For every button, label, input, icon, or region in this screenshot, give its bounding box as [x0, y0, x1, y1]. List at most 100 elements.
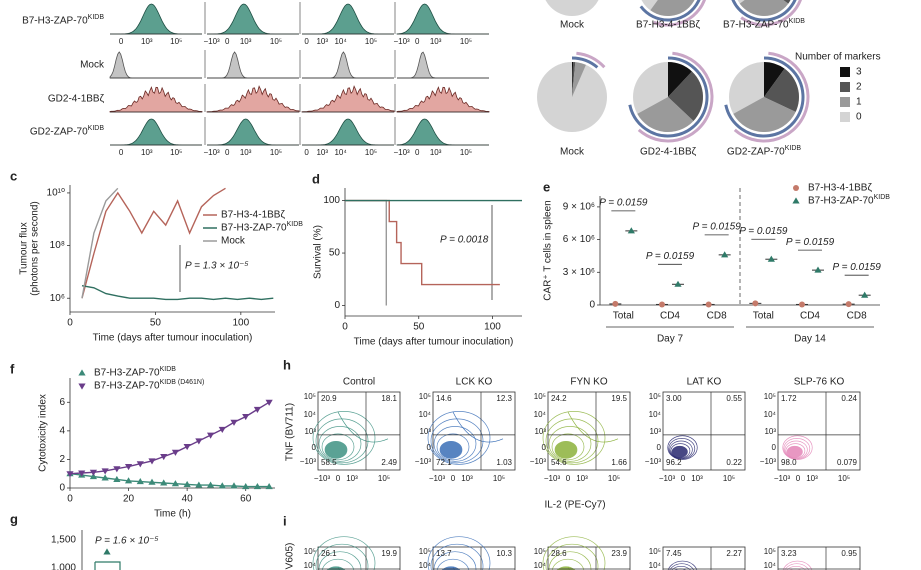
pie-wedge — [650, 0, 695, 16]
x-tick-label: 20 — [123, 494, 135, 505]
x-tick-label: 0 — [415, 37, 420, 46]
y-tick-label: 10⁴ — [649, 410, 662, 419]
group-label: Day 7 — [657, 334, 684, 345]
y-tick-label: 6 — [59, 397, 65, 408]
y-tick-label: 10⁵ — [649, 547, 661, 556]
pie-wedge — [668, 71, 703, 121]
x-tick-label: 50 — [413, 322, 425, 333]
x-tick-label: 0 — [451, 474, 456, 483]
quadrant-value: 2.27 — [726, 549, 742, 558]
marker — [183, 444, 191, 451]
x-axis-label: Time (days after tumour inoculation) — [93, 333, 253, 344]
quadrant-value: 54.6 — [551, 458, 567, 467]
p-value: P = 0.0159 — [599, 198, 648, 209]
x-tick-label: CD8 — [847, 311, 867, 322]
contour — [321, 558, 355, 570]
x-tick-label: 10⁵ — [270, 148, 282, 157]
point — [103, 548, 111, 555]
marker — [148, 458, 156, 465]
contour — [436, 433, 470, 461]
x-tick-label: 50 — [150, 318, 162, 329]
pie-wedge — [572, 62, 576, 97]
y-tick-label: 10⁸ — [50, 240, 65, 251]
flow-plot — [777, 546, 861, 570]
x-tick-label: 10³ — [141, 148, 153, 157]
legend-swatch — [840, 112, 850, 122]
legend-label: 2 — [856, 82, 862, 93]
x-tick-label: −10³ — [203, 37, 220, 46]
x-tick-label: CD4 — [800, 311, 820, 322]
quadrant-value: 72.1 — [436, 458, 452, 467]
y-tick-label: 9 × 10⁶ — [563, 202, 595, 213]
marker — [136, 461, 144, 468]
plot-title: Control — [343, 377, 375, 388]
plot-frame — [317, 546, 401, 570]
plot-frame — [662, 391, 746, 471]
marker — [78, 470, 86, 477]
plot-frame — [777, 391, 861, 471]
x-tick-label: 0 — [566, 474, 571, 483]
contour — [784, 563, 810, 570]
pie-wedge — [733, 97, 796, 132]
quadrant-value: 23.9 — [611, 549, 627, 558]
x-tick-label: 10⁵ — [493, 474, 505, 483]
contour — [669, 440, 693, 459]
p-value: P = 0.0159 — [833, 262, 882, 273]
x-tick-label: 100 — [484, 322, 501, 333]
y-tick-label: 0 — [589, 300, 595, 311]
histogram — [206, 85, 300, 113]
contour — [785, 443, 806, 459]
x-tick-label: 10⁴ — [334, 37, 347, 46]
plot-title: SLP-76 KO — [794, 377, 845, 388]
contour — [551, 433, 585, 461]
pie-arc — [740, 0, 802, 27]
contour — [668, 437, 696, 460]
y-tick-label: 1,000 — [51, 563, 76, 570]
y-tick-label: 0 — [542, 443, 547, 452]
x-tick-label: Total — [613, 311, 634, 322]
plot-frame — [317, 391, 401, 471]
y-tick-label: −10³ — [415, 457, 432, 466]
quadrant-value: 3.23 — [781, 549, 797, 558]
y-tick-label: 10³ — [764, 427, 776, 436]
x-tick-label: 10³ — [316, 148, 328, 157]
contour — [671, 565, 691, 570]
contour — [782, 435, 813, 460]
marker — [253, 482, 262, 490]
x-tick-label: 0 — [225, 37, 230, 46]
x-tick-label: −10³ — [203, 148, 220, 157]
y-tick-label: −10³ — [760, 457, 777, 466]
y-tick-label: 10⁴ — [304, 410, 317, 419]
y-tick-label: 100 — [323, 195, 340, 206]
p-value: P = 0.0159 — [786, 237, 835, 248]
x-axis-label: IL-2 (PE-Cy7) — [544, 500, 605, 511]
y-tick-label: 10⁵ — [534, 547, 546, 556]
x-tick-label: Total — [753, 311, 774, 322]
marker — [136, 477, 144, 485]
marker — [253, 406, 262, 414]
x-tick-label: −10³ — [393, 148, 410, 157]
marker — [160, 479, 168, 486]
row-label: Mock — [80, 60, 105, 71]
quadrant-value: 1.66 — [611, 458, 627, 467]
flow-plot — [542, 536, 631, 570]
marker — [101, 468, 109, 475]
x-tick-label: 10³ — [691, 474, 703, 483]
pie-label: Mock — [560, 20, 585, 31]
contour — [427, 536, 491, 570]
pie-arc — [639, 0, 701, 22]
y-tick-label: 1,500 — [51, 535, 76, 546]
x-tick-label: 10³ — [240, 148, 252, 157]
contour — [318, 425, 362, 462]
histogram — [109, 86, 203, 113]
x-tick-label: −10³ — [659, 474, 676, 483]
row-label: GD2-ZAP-70KIDB — [30, 125, 104, 138]
y-tick-label: 10³ — [304, 427, 316, 436]
quadrant-value: 0.95 — [841, 549, 857, 558]
histogram — [396, 86, 490, 113]
marker — [242, 482, 250, 490]
quadrant-value: 14.6 — [436, 394, 452, 403]
y-tick-label: 10⁴ — [419, 561, 432, 570]
quadrant-value: 0.55 — [726, 394, 742, 403]
